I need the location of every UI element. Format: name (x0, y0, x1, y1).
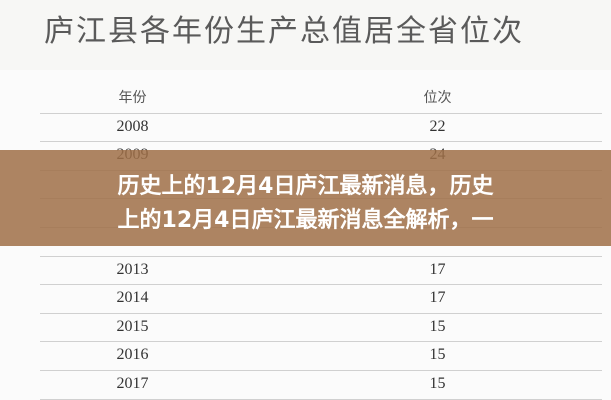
cell: 2014 (116, 289, 149, 307)
table-row: 2013 17 (40, 256, 602, 286)
table-row: 2017 15 (40, 370, 602, 400)
cell: 15 (429, 346, 446, 364)
cell: 2013 (116, 260, 149, 278)
banner[interactable]: 历史上的12月4日庐江最新消息，历史 上的12月4日庐江最新消息全解析，一 (0, 150, 611, 246)
cell: 2016 (116, 346, 149, 364)
table-row: 2008 22 (40, 113, 602, 143)
table-row (40, 227, 602, 257)
table-row: 2015 15 (40, 313, 602, 343)
table-header: 年份 位次 (40, 84, 602, 114)
banner-line: 上的12月4日庐江最新消息全解析，一 (117, 208, 494, 233)
cell: 2008 (116, 117, 149, 135)
table-row: 2014 17 (40, 284, 602, 314)
cell: 15 (429, 375, 446, 392)
cell: 15 (429, 317, 446, 335)
title: 庐江县各年份生产总值居全省位次 (44, 14, 524, 49)
cell: 22 (429, 117, 446, 135)
cell: 17 (429, 260, 446, 278)
cell: 2017 (116, 375, 149, 392)
cell: 17 (429, 289, 446, 307)
table-row: 2016 15 (40, 341, 602, 371)
header-cell: 位次 (423, 90, 452, 106)
banner-line: 历史上的12月4日庐江最新消息，历史 (117, 174, 494, 199)
header-cell: 年份 (118, 90, 147, 106)
cell: 2015 (116, 317, 149, 335)
